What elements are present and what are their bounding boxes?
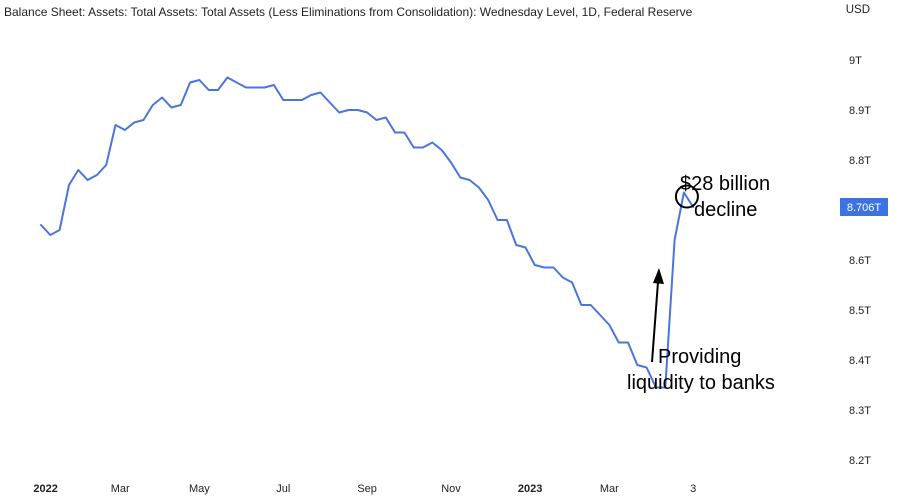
last-value-badge (840, 198, 888, 216)
annotation-decline-line1: $28 billion (680, 173, 770, 195)
currency-unit-label: USD (845, 4, 870, 16)
annotation-liquidity-line1: Providing (658, 346, 741, 368)
y-tick-label: 8.8T (849, 155, 871, 167)
annotation-decline-line2: decline (694, 199, 757, 221)
last-value-label: 8.706T (847, 202, 882, 214)
y-tick-label: 8.9T (849, 105, 871, 117)
annotation-arrowhead (653, 268, 664, 284)
x-tick-label: 3 (690, 483, 696, 495)
series-line (40, 76, 695, 389)
x-tick-label: 2023 (518, 483, 542, 495)
x-tick-label: 2022 (33, 483, 57, 495)
y-tick-label: 8.4T (849, 355, 871, 367)
x-tick-label: Jul (276, 483, 290, 495)
x-tick-label: Nov (441, 483, 461, 495)
y-tick-label: 8.3T (849, 405, 871, 417)
y-tick-label: 8.6T (849, 255, 871, 267)
annotation-arrow (651, 281, 659, 363)
x-tick-label: May (189, 483, 210, 495)
annotation-liquidity-line2: liquidity to banks (627, 372, 775, 394)
x-tick-label: Sep (357, 483, 377, 495)
y-tick-label: 8.5T (849, 305, 871, 317)
y-tick-label: 9T (849, 55, 862, 67)
decline-highlight-circle (674, 184, 699, 209)
y-tick-label: 8.2T (849, 455, 871, 467)
x-tick-label: Mar (600, 483, 619, 495)
x-tick-label: Mar (111, 483, 130, 495)
chart-title: Balance Sheet: Assets: Total Assets: Tot… (4, 5, 693, 19)
